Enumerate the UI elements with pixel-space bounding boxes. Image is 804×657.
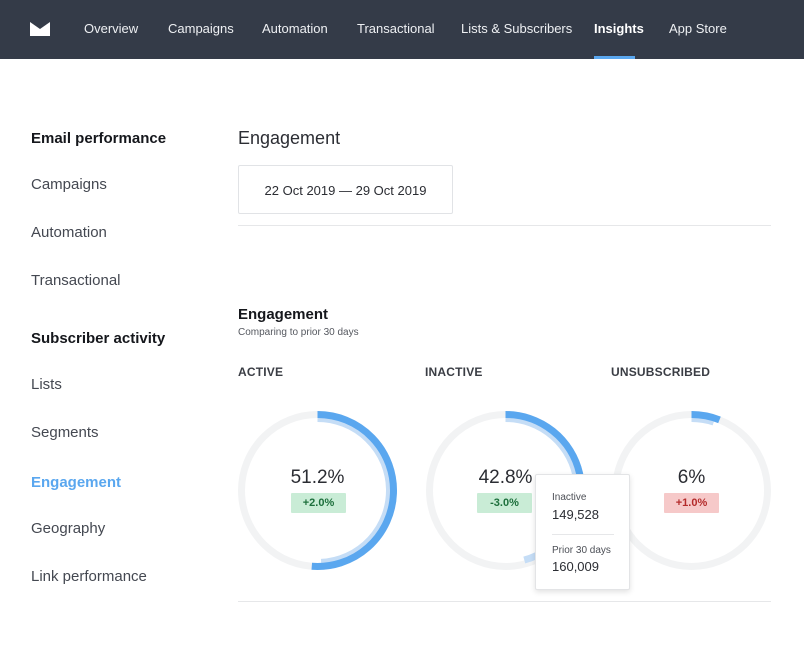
- nav-transactional[interactable]: Transactional: [357, 21, 435, 36]
- gauge-current-arc: [691, 411, 721, 424]
- sidebar-heading-email-performance: Email performance: [31, 130, 167, 147]
- gauge-unsubscribed[interactable]: 6%: [611, 410, 772, 571]
- tooltip-prior-value: 160,009: [552, 559, 599, 574]
- tooltip-value: 149,528: [552, 507, 599, 522]
- nav-overview[interactable]: Overview: [84, 21, 139, 36]
- gauge-track: [612, 411, 771, 570]
- top-navigation: Overview Campaigns Automation Transactio…: [0, 0, 804, 59]
- nav-lists-subscribers[interactable]: Lists & Subscribers: [461, 21, 573, 36]
- gauge-active[interactable]: 51.2%: [237, 410, 398, 571]
- sidebar-item-link-performance[interactable]: Link performance: [31, 568, 147, 585]
- gauge-value: 42.8%: [478, 467, 533, 488]
- nav-insights[interactable]: Insights: [594, 21, 644, 36]
- gauge-value: 51.2%: [290, 467, 345, 488]
- divider: [238, 225, 771, 226]
- nav-automation[interactable]: Automation: [262, 21, 328, 36]
- sidebar-item-segments[interactable]: Segments: [31, 424, 99, 441]
- gauge-prior-arc: [691, 415, 715, 426]
- metric-label-active: ACTIVE: [238, 365, 284, 379]
- tooltip-label: Inactive: [552, 492, 587, 503]
- section-subtitle: Comparing to prior 30 days: [238, 327, 359, 338]
- gauge-ring: [238, 411, 397, 570]
- sidebar-item-automation[interactable]: Automation: [31, 224, 107, 241]
- sidebar-item-lists[interactable]: Lists: [31, 376, 62, 393]
- gauge-value: 6%: [677, 467, 706, 488]
- sidebar-item-engagement[interactable]: Engagement: [31, 474, 122, 491]
- metric-label-unsubscribed: UNSUBSCRIBED: [611, 365, 711, 379]
- gauge-ring: [612, 411, 771, 570]
- page-title: Engagement: [238, 128, 341, 148]
- envelope-logo-icon[interactable]: [30, 22, 50, 36]
- active-nav-indicator: [594, 56, 635, 59]
- section-title: Engagement: [238, 306, 329, 323]
- sidebar-item-transactional[interactable]: Transactional: [31, 272, 121, 289]
- divider: [238, 601, 771, 602]
- sidebar-item-campaigns[interactable]: Campaigns: [31, 176, 107, 193]
- gauge-current-arc: [311, 411, 397, 570]
- date-range-picker[interactable]: 22 Oct 2019 — 29 Oct 2019: [238, 165, 453, 214]
- nav-campaigns[interactable]: Campaigns: [168, 21, 234, 36]
- change-badge-active: +2.0%: [291, 493, 346, 513]
- sidebar-heading-subscriber-activity: Subscriber activity: [31, 330, 166, 347]
- change-badge-unsubscribed: +1.0%: [664, 493, 719, 513]
- change-badge-inactive: -3.0%: [477, 493, 532, 513]
- gauge-prior-arc: [317, 415, 393, 566]
- sidebar-item-geography[interactable]: Geography: [31, 520, 106, 537]
- tooltip-divider: [552, 534, 614, 535]
- nav-app-store[interactable]: App Store: [669, 21, 727, 36]
- metric-label-inactive: INACTIVE: [425, 365, 483, 379]
- gauge-tooltip: Inactive 149,528 Prior 30 days 160,009: [535, 474, 630, 590]
- tooltip-prior-label: Prior 30 days: [552, 545, 611, 556]
